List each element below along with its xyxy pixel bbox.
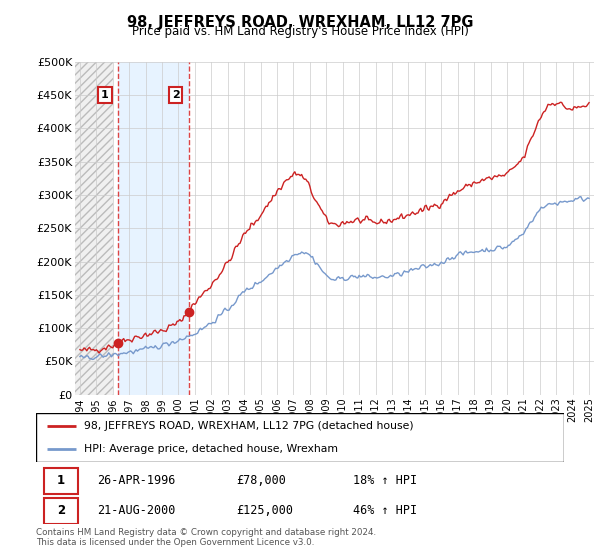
Bar [44,468,78,493]
Text: £78,000: £78,000 [236,474,287,487]
Text: 2: 2 [172,90,180,100]
Text: Price paid vs. HM Land Registry's House Price Index (HPI): Price paid vs. HM Land Registry's House … [131,25,469,38]
Bar [118,62,189,395]
Text: 2: 2 [57,504,65,517]
Text: Contains HM Land Registry data © Crown copyright and database right 2024.
This d: Contains HM Land Registry data © Crown c… [36,528,376,547]
Text: 98, JEFFREYS ROAD, WREXHAM, LL12 7PG (detached house): 98, JEFFREYS ROAD, WREXHAM, LL12 7PG (de… [83,421,413,431]
Text: 18% ↑ HPI: 18% ↑ HPI [353,474,417,487]
Text: 26-APR-1996: 26-APR-1996 [97,474,175,487]
Text: 21-AUG-2000: 21-AUG-2000 [97,504,175,517]
Text: 1: 1 [57,474,65,487]
Text: 1: 1 [101,90,109,100]
Text: 98, JEFFREYS ROAD, WREXHAM, LL12 7PG: 98, JEFFREYS ROAD, WREXHAM, LL12 7PG [127,15,473,30]
Bar [44,498,78,524]
Text: £125,000: £125,000 [236,504,293,517]
Text: HPI: Average price, detached house, Wrexham: HPI: Average price, detached house, Wrex… [83,444,338,454]
Bar [75,62,113,395]
Text: 46% ↑ HPI: 46% ↑ HPI [353,504,417,517]
